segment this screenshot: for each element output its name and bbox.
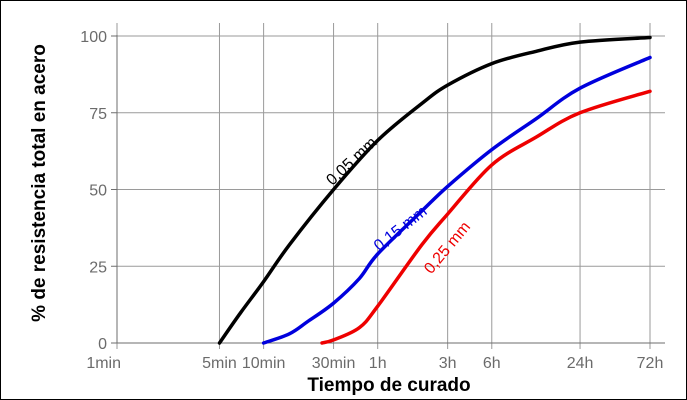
- y-tick-label: 50: [89, 183, 107, 200]
- series-line-2: [261, 55, 652, 345]
- x-tick-label: 24h: [567, 355, 594, 372]
- tick-layer: 0 25 50 75 100 1min 5min 10min 30min 1h 3h 6h 24h 72h: [80, 29, 663, 372]
- x-tick-label: 10min: [242, 355, 286, 372]
- x-tick-label: 72h: [637, 355, 664, 372]
- series-label-1: 0,05 mm: [323, 134, 380, 189]
- series-line-1: [217, 35, 652, 345]
- series-line-3: [320, 89, 652, 345]
- label-layer: 0,05 mm0,15 mm0,25 mm: [323, 134, 474, 277]
- x-tick-label: 5min: [202, 355, 237, 372]
- y-tick-label: 25: [89, 259, 107, 276]
- x-tick-label: 30min: [312, 355, 356, 372]
- x-tick-label: 1min: [86, 355, 121, 372]
- y-axis-title: % de resistencia total en acero: [29, 44, 50, 322]
- x-tick-label: 1h: [369, 355, 387, 372]
- series-layer: [217, 35, 652, 345]
- grid-layer: [116, 23, 665, 349]
- x-axis-title: Tiempo de curado: [307, 375, 470, 396]
- x-tick-label: 6h: [483, 355, 501, 372]
- y-tick-label: 75: [89, 106, 107, 123]
- y-tick-label: 0: [98, 336, 107, 353]
- y-tick-label: 100: [80, 29, 107, 46]
- x-tick-label: 3h: [439, 355, 457, 372]
